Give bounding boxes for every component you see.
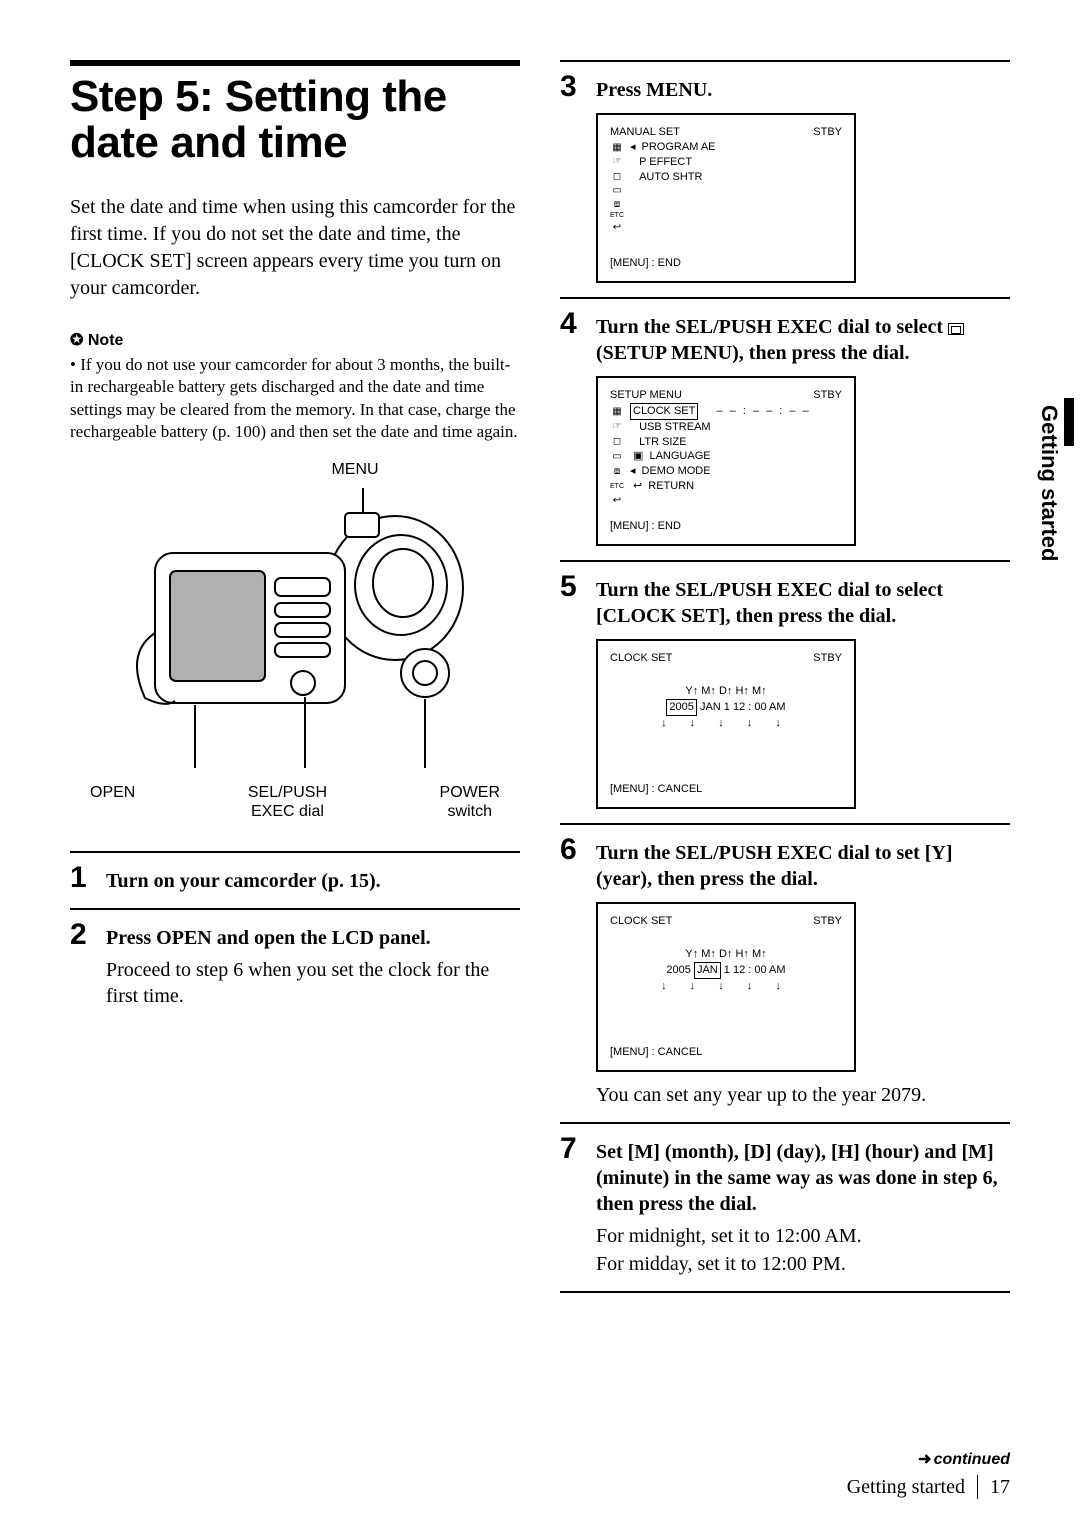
step-number: 7 <box>560 1134 586 1164</box>
camcorder-illustration <box>105 483 485 783</box>
screen-setup-menu: SETUP MENUSTBY ▦CLOCK SET – – : – – : – … <box>596 376 856 546</box>
rule <box>560 60 1010 62</box>
rule <box>560 1122 1010 1124</box>
clock-values: 1 12 : 00 AM <box>721 964 786 976</box>
screen-footer: [MENU] : END <box>610 256 842 271</box>
screen-status: STBY <box>813 125 842 140</box>
menu-item: DEMO MODE <box>642 464 711 479</box>
screen-status: STBY <box>813 388 842 403</box>
clock-arrows: ↓ ↓ ↓ ↓ ↓ <box>610 716 842 731</box>
clock-placeholder: – – : – – : – – <box>716 404 810 419</box>
screen-title: CLOCK SET <box>610 914 672 929</box>
clock-year-selected: 2005 <box>666 699 696 716</box>
setup-menu-icon <box>948 323 964 335</box>
step-5: 5 Turn the SEL/PUSH EXEC dial to select … <box>560 572 1010 629</box>
menu-item-selected: CLOCK SET <box>630 403 698 420</box>
rule <box>560 560 1010 562</box>
camcorder-diagram: MENU <box>70 461 520 821</box>
menu-item: LANGUAGE <box>649 449 710 464</box>
step-2-sub: Proceed to step 6 when you set the clock… <box>106 957 520 1009</box>
step-7-sub-1: For midnight, set it to 12:00 AM. <box>596 1223 1010 1249</box>
step-number: 5 <box>560 572 586 602</box>
step-4-text-a: Turn the SEL/PUSH EXEC dial to select <box>596 316 948 338</box>
diagram-label-dial: SEL/PUSHEXEC dial <box>248 783 327 821</box>
note-heading: Note <box>70 330 520 350</box>
screen-status: STBY <box>813 914 842 929</box>
clock-month-selected: JAN <box>694 962 721 979</box>
screen-footer: [MENU] : CANCEL <box>610 782 842 797</box>
clock-arrows: ↓ ↓ ↓ ↓ ↓ <box>610 979 842 994</box>
step-number: 2 <box>70 920 96 950</box>
screen-clock-set-year: CLOCK SET STBY Y↑ M↑ D↑ H↑ M↑ 2005 JAN 1 … <box>596 639 856 809</box>
page-number: 17 <box>990 1476 1010 1499</box>
menu-item: USB STREAM <box>639 420 711 435</box>
diagram-label-power: POWERswitch <box>440 783 500 821</box>
screen-status: STBY <box>813 651 842 666</box>
screen-footer: [MENU] : END <box>610 519 842 534</box>
step-1-text: Turn on your camcorder (p. 15). <box>106 870 381 892</box>
step-3: 3 Press MENU. <box>560 72 1010 103</box>
screen-manual-set: MANUAL SETSTBY ▦◂PROGRAM AE ☞ P EFFECT ◻… <box>596 113 856 283</box>
clock-field-labels: Y↑ M↑ D↑ H↑ M↑ <box>610 684 842 699</box>
step-6: 6 Turn the SEL/PUSH EXEC dial to set [Y]… <box>560 835 1010 892</box>
menu-item: PROGRAM AE <box>642 140 716 155</box>
rule <box>560 1291 1010 1293</box>
screen-title: MANUAL SET <box>610 125 680 140</box>
menu-item: RETURN <box>648 479 694 494</box>
step-number: 3 <box>560 72 586 102</box>
step-2: 2 Press OPEN and open the LCD panel. <box>70 920 520 951</box>
rule <box>70 908 520 910</box>
diagram-label-menu: MENU <box>331 461 378 479</box>
right-column: 3 Press MENU. MANUAL SETSTBY ▦◂PROGRAM A… <box>560 60 1010 1303</box>
footer-separator <box>977 1475 978 1499</box>
rule <box>560 823 1010 825</box>
page-footer: continued Getting started 17 <box>847 1448 1010 1499</box>
rule <box>560 297 1010 299</box>
screen-clock-set-month: CLOCK SET STBY Y↑ M↑ D↑ H↑ M↑ 2005 JAN 1 … <box>596 902 856 1072</box>
menu-item: P EFFECT <box>639 155 692 170</box>
screen-title: SETUP MENU <box>610 388 682 403</box>
step-number: 1 <box>70 863 96 893</box>
screen-footer: [MENU] : CANCEL <box>610 1045 842 1060</box>
step-number: 4 <box>560 309 586 339</box>
menu-item: LTR SIZE <box>639 435 686 450</box>
clock-values: JAN 1 12 : 00 AM <box>697 701 786 713</box>
left-column: Step 5: Setting the date and time Set th… <box>70 60 520 1303</box>
side-tab-marker <box>1064 398 1074 446</box>
step-6-sub: You can set any year up to the year 2079… <box>596 1082 1010 1108</box>
clock-year: 2005 <box>666 964 694 976</box>
menu-item: AUTO SHTR <box>639 170 702 185</box>
intro-paragraph: Set the date and time when using this ca… <box>70 194 520 302</box>
footer-section-label: Getting started <box>847 1476 965 1499</box>
diagram-label-open: OPEN <box>90 783 135 821</box>
clock-field-labels: Y↑ M↑ D↑ H↑ M↑ <box>610 947 842 962</box>
step-5-text: Turn the SEL/PUSH EXEC dial to select [C… <box>596 579 943 627</box>
step-3-text: Press MENU. <box>596 79 712 101</box>
page-title: Step 5: Setting the date and time <box>70 60 520 166</box>
rule <box>70 851 520 853</box>
step-7: 7 Set [M] (month), [D] (day), [H] (hour)… <box>560 1134 1010 1217</box>
step-number: 6 <box>560 835 586 865</box>
step-2-text: Press OPEN and open the LCD panel. <box>106 927 431 949</box>
step-4-text-b: (SETUP MENU), then press the dial. <box>596 342 910 364</box>
step-1: 1 Turn on your camcorder (p. 15). <box>70 863 520 894</box>
step-7-sub-2: For midday, set it to 12:00 PM. <box>596 1251 1010 1277</box>
page-columns: Step 5: Setting the date and time Set th… <box>70 60 1010 1303</box>
step-6-text: Turn the SEL/PUSH EXEC dial to set [Y] (… <box>596 842 953 890</box>
continued-label: continued <box>918 1449 1010 1469</box>
side-tab-label: Getting started <box>1036 405 1062 561</box>
screen-title: CLOCK SET <box>610 651 672 666</box>
note-body: If you do not use your camcorder for abo… <box>70 354 520 442</box>
step-4: 4 Turn the SEL/PUSH EXEC dial to select … <box>560 309 1010 366</box>
step-7-text: Set [M] (month), [D] (day), [H] (hour) a… <box>596 1141 998 1215</box>
